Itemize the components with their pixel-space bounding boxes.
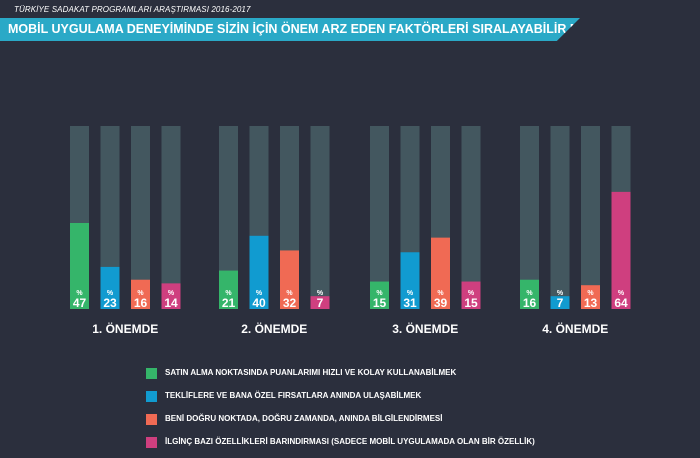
data-label-1-4: 14: [164, 296, 178, 310]
data-label-3-1: 15: [373, 296, 387, 310]
data-label-percent-1-4: %: [168, 290, 175, 297]
bar-track-1-2: [100, 126, 120, 309]
bar-track-2-4: [310, 126, 330, 309]
category-label-3: 3. ÖNEMDE: [392, 321, 458, 336]
bar-3-3: [431, 237, 450, 309]
data-label-percent-4-4: %: [618, 290, 625, 297]
bar-3-2: [400, 252, 420, 309]
bar-1-4: [161, 283, 181, 309]
data-label-3-2: 31: [403, 296, 417, 310]
bar-track-1-4: [161, 126, 181, 309]
category-label-2: 2. ÖNEMDE: [241, 321, 307, 336]
bar-2-4: [310, 296, 330, 309]
legend-label-2: TEKLİFLERE VE BANA ÖZEL FIRSATLARA ANIND…: [165, 391, 422, 400]
chart-subtitle: TÜRKİYE SADAKAT PROGRAMLARI ARAŞTIRMASI …: [14, 5, 251, 14]
bar-4-3: [581, 285, 600, 309]
legend-swatch-2: [146, 391, 157, 402]
data-label-percent-3-3: %: [437, 290, 444, 297]
category-label-4: 4. ÖNEMDE: [542, 321, 608, 336]
data-label-2-2: 40: [252, 296, 266, 310]
data-label-percent-4-1: %: [526, 290, 533, 297]
bar-2-2: [249, 235, 269, 309]
bar-track-1-3: [131, 126, 150, 309]
data-label-2-4: 7: [317, 296, 324, 310]
legend-label-1: SATIN ALMA NOKTASINDA PUANLARIMI HIZLI V…: [165, 368, 457, 377]
data-label-percent-2-1: %: [225, 290, 232, 297]
bar-3-1: [370, 281, 389, 309]
bar-1-1: [70, 222, 89, 309]
data-label-1-2: 23: [103, 296, 117, 310]
bar-track-3-4: [461, 126, 481, 309]
bar-track-2-1: [219, 126, 238, 309]
legend-label-3: BENİ DOĞRU NOKTADA, DOĞRU ZAMANDA, ANIND…: [165, 414, 443, 423]
bar-2-3: [280, 250, 299, 309]
legend-swatch-3: [146, 414, 157, 425]
bar-1-3: [131, 279, 150, 309]
bar-track-4-3: [581, 126, 600, 309]
bar-3-4: [461, 281, 481, 309]
legend-swatch-4: [146, 437, 157, 448]
legend-label-4: İLGİNÇ BAZI ÖZELLİKLERİ BARINDIRMASI (SA…: [165, 437, 535, 446]
data-label-3-4: 15: [464, 296, 478, 310]
data-label-1-3: 16: [134, 296, 148, 310]
data-label-4-2: 7: [557, 296, 564, 310]
category-label-1: 1. ÖNEMDE: [92, 321, 158, 336]
bar-track-4-1: [520, 126, 539, 309]
bar-chart: %47%23%16%141. ÖNEMDE%21%40%32%72. ÖNEMD…: [70, 126, 631, 336]
bar-1-2: [100, 266, 120, 309]
title-band: MOBİL UYGULAMA DENEYİMİNDE SİZİN İÇİN ÖN…: [0, 18, 580, 41]
bar-4-2: [550, 296, 570, 309]
data-label-3-3: 39: [434, 296, 448, 310]
data-label-percent-4-2: %: [557, 290, 564, 297]
data-label-4-4: 64: [614, 296, 628, 310]
data-label-2-3: 32: [283, 296, 297, 310]
data-label-percent-4-3: %: [587, 290, 594, 297]
data-label-percent-2-4: %: [317, 290, 324, 297]
data-label-percent-3-1: %: [376, 290, 383, 297]
chart-title: MOBİL UYGULAMA DENEYİMİNDE SİZİN İÇİN ÖN…: [8, 22, 624, 36]
data-label-percent-2-2: %: [256, 290, 263, 297]
data-label-percent-1-1: %: [76, 290, 83, 297]
data-label-4-3: 13: [584, 296, 598, 310]
bar-track-3-1: [370, 126, 389, 309]
data-label-1-1: 47: [73, 296, 87, 310]
data-label-percent-1-2: %: [107, 290, 114, 297]
data-label-percent-3-2: %: [407, 290, 414, 297]
data-label-percent-1-3: %: [137, 290, 144, 297]
data-label-percent-2-3: %: [286, 290, 293, 297]
data-label-percent-3-4: %: [468, 290, 475, 297]
data-label-4-1: 16: [523, 296, 537, 310]
bar-4-1: [520, 279, 539, 309]
bar-4-4: [611, 191, 631, 309]
bar-track-4-2: [550, 126, 570, 309]
legend-swatch-1: [146, 368, 157, 379]
data-label-2-1: 21: [222, 296, 236, 310]
bar-2-1: [219, 270, 238, 309]
